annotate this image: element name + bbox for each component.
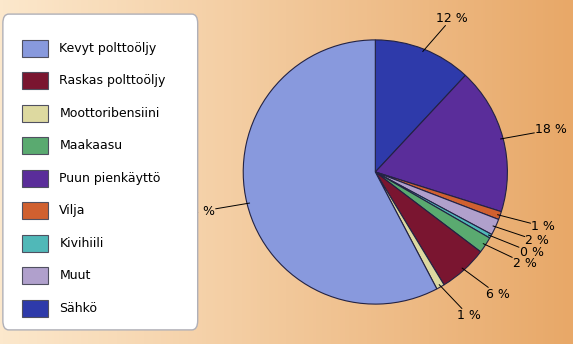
Wedge shape [375,40,465,172]
Text: Kevyt polttoöljy: Kevyt polttoöljy [60,42,156,55]
Text: Muut: Muut [60,269,91,282]
Text: Puun pienkäyttö: Puun pienkäyttö [60,172,161,185]
Wedge shape [375,172,499,235]
Text: 58 %: 58 % [183,203,250,218]
FancyBboxPatch shape [22,72,48,89]
Wedge shape [375,172,492,238]
FancyBboxPatch shape [22,40,48,57]
Wedge shape [243,40,437,304]
FancyBboxPatch shape [22,267,48,284]
Text: Moottoribensiini: Moottoribensiini [60,107,160,120]
FancyBboxPatch shape [3,14,198,330]
FancyBboxPatch shape [22,170,48,187]
Wedge shape [375,172,490,252]
Text: Maakaasu: Maakaasu [60,139,123,152]
Text: 2 %: 2 % [493,226,550,247]
Text: Kivihiili: Kivihiili [60,237,104,250]
Wedge shape [375,172,501,219]
Text: 2 %: 2 % [483,244,537,270]
Text: Raskas polttoöljy: Raskas polttoöljy [60,74,166,87]
Text: Vilja: Vilja [60,204,86,217]
Text: 18 %: 18 % [500,123,567,139]
FancyBboxPatch shape [22,300,48,317]
Wedge shape [375,172,481,285]
Text: 6 %: 6 % [462,268,510,301]
Text: 0 %: 0 % [488,235,544,259]
Text: 1 %: 1 % [497,215,555,233]
Wedge shape [375,75,508,212]
FancyBboxPatch shape [22,105,48,122]
FancyBboxPatch shape [22,202,48,219]
Text: Sähkö: Sähkö [60,302,97,315]
Text: 1 %: 1 % [439,284,481,322]
FancyBboxPatch shape [22,235,48,252]
Text: 12 %: 12 % [423,12,468,52]
FancyBboxPatch shape [22,137,48,154]
Wedge shape [375,172,444,289]
